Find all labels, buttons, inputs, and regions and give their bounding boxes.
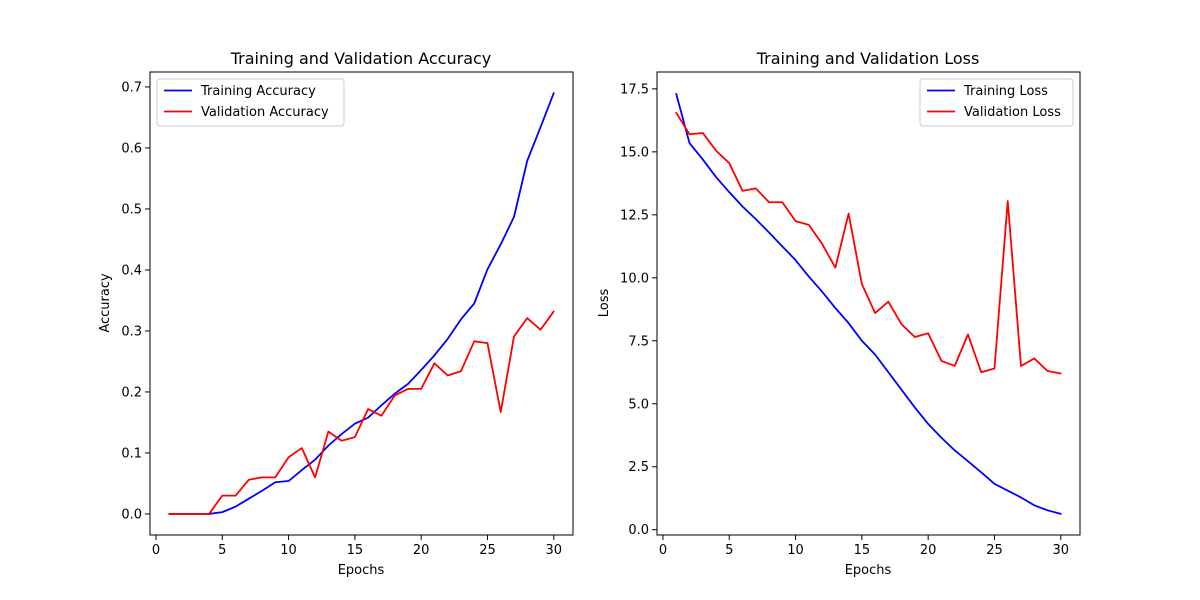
accuracy-chart-title: Training and Validation Accuracy — [230, 49, 492, 68]
loss-y-tick-label: 12.5 — [620, 208, 649, 223]
accuracy-chart: Training and Validation Accuracy 0 5 10 15 2… — [98, 49, 574, 578]
loss-y-tick-label: 10.0 — [620, 271, 649, 286]
accuracy-y-tick-label: 0.0 — [121, 507, 142, 522]
loss-y-axis-label: Loss — [597, 289, 612, 318]
accuracy-x-axis-label: Epochs — [338, 563, 385, 578]
accuracy-x-tick-label: 20 — [413, 543, 430, 558]
loss-chart-title: Training and Validation Loss — [756, 49, 980, 68]
accuracy-y-axis-label: Accuracy — [98, 273, 113, 333]
loss-x-tick-label: 5 — [725, 543, 733, 558]
accuracy-series-line-validation — [168, 310, 555, 515]
accuracy-x-tick-label: 30 — [545, 543, 562, 558]
accuracy-y-tick-label: 0.5 — [121, 202, 142, 217]
accuracy-series-line-training — [168, 92, 555, 515]
loss-axes-frame — [656, 71, 1081, 536]
accuracy-y-tick-label: 0.4 — [121, 263, 142, 278]
accuracy-legend-label-training: Training Accuracy — [200, 84, 316, 99]
loss-x-tick-label: 25 — [986, 543, 1003, 558]
loss-legend-label-training: Training Loss — [963, 84, 1048, 99]
loss-x-tick-label: 0 — [659, 543, 667, 558]
loss-y-tick-label: 2.5 — [628, 460, 649, 475]
loss-series-line-validation — [675, 111, 1062, 375]
loss-x-tick-label: 10 — [787, 543, 804, 558]
loss-legend: Training Loss Validation Loss — [919, 78, 1074, 127]
accuracy-legend-label-validation: Validation Accuracy — [201, 105, 329, 120]
accuracy-y-tick-label: 0.2 — [121, 385, 142, 400]
accuracy-x-tick-label: 25 — [479, 543, 496, 558]
loss-x-axis-label: Epochs — [845, 563, 892, 578]
loss-x-tick-label: 15 — [854, 543, 871, 558]
accuracy-x-tick-label: 5 — [218, 543, 226, 558]
accuracy-y-tick-label: 0.7 — [121, 80, 142, 95]
loss-chart: Training and Validation Loss 0 5 10 15 20 25 3… — [597, 49, 1081, 578]
loss-y-tick-label: 7.5 — [628, 334, 649, 349]
accuracy-legend-box — [156, 78, 345, 127]
loss-y-tick-label: 5.0 — [628, 397, 649, 412]
loss-legend-box — [919, 78, 1074, 127]
loss-legend-label-validation: Validation Loss — [964, 105, 1061, 120]
accuracy-y-tick-label: 0.3 — [121, 324, 142, 339]
loss-x-tick-label: 30 — [1052, 543, 1069, 558]
loss-series-line-training — [675, 93, 1062, 515]
loss-y-tick-label: 0.0 — [628, 523, 649, 538]
accuracy-x-tick-label: 0 — [152, 543, 160, 558]
accuracy-x-tick-label: 15 — [347, 543, 364, 558]
accuracy-x-tick-label: 10 — [280, 543, 297, 558]
accuracy-y-tick-label: 0.1 — [121, 446, 142, 461]
accuracy-legend: Training Accuracy Validation Accuracy — [156, 78, 345, 127]
accuracy-y-tick-label: 0.6 — [121, 141, 142, 156]
loss-x-tick-label: 20 — [920, 543, 937, 558]
loss-y-tick-label: 17.5 — [620, 82, 649, 97]
accuracy-axes-frame — [149, 71, 574, 536]
loss-y-tick-label: 15.0 — [620, 145, 649, 160]
